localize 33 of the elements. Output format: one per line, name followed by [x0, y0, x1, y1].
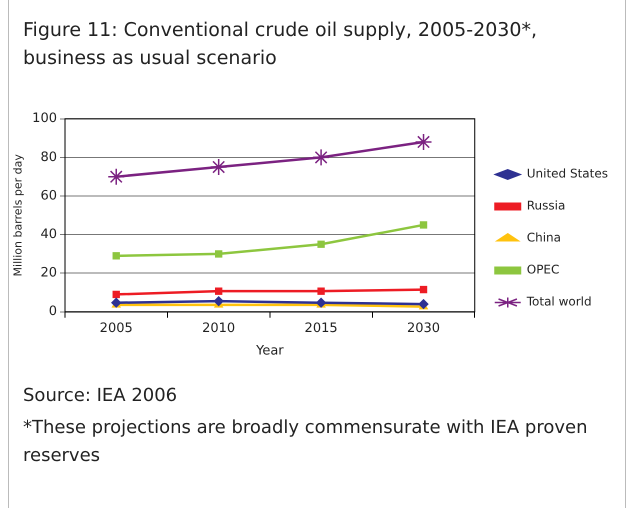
point — [214, 287, 222, 295]
point — [112, 290, 120, 298]
point — [414, 133, 432, 151]
y-axis-title: Million barrels per day — [11, 154, 24, 276]
y-tick-label: 100 — [32, 111, 58, 126]
y-tick-label: 80 — [40, 150, 58, 165]
point — [312, 148, 330, 166]
point — [214, 250, 222, 258]
point — [107, 168, 125, 186]
chart-title: Figure 11: Conventional crude oil supply, 2005-2030*, business as usual scenario — [23, 18, 538, 71]
point — [214, 296, 224, 306]
y-tick-label: 40 — [40, 226, 58, 242]
point — [112, 252, 120, 260]
point — [317, 287, 325, 295]
point — [210, 158, 228, 176]
x-tick-label: 2015 — [304, 320, 338, 336]
y-tick-label: 0 — [48, 304, 58, 320]
source-note: Source: IEA 2006 — [23, 384, 178, 408]
point — [420, 286, 428, 294]
legend-label: Russia — [526, 198, 566, 213]
y-tick-label: 60 — [40, 188, 58, 204]
legend-label: United States — [526, 166, 608, 181]
x-axis-title: Year — [255, 344, 284, 359]
point — [420, 221, 428, 229]
legend-label: Total world — [526, 294, 592, 309]
text: *These projections are broadly commensurate with IEA proven reserves — [23, 416, 588, 468]
legend-label: China — [526, 230, 562, 245]
point — [317, 240, 325, 248]
legend-label: OPEC — [526, 262, 560, 277]
x-tick-label: 2030 — [406, 320, 440, 336]
y-tick-label: 20 — [40, 266, 58, 281]
x-tick-label: 2005 — [100, 320, 133, 336]
x-tick-label: 2010 — [202, 320, 236, 336]
